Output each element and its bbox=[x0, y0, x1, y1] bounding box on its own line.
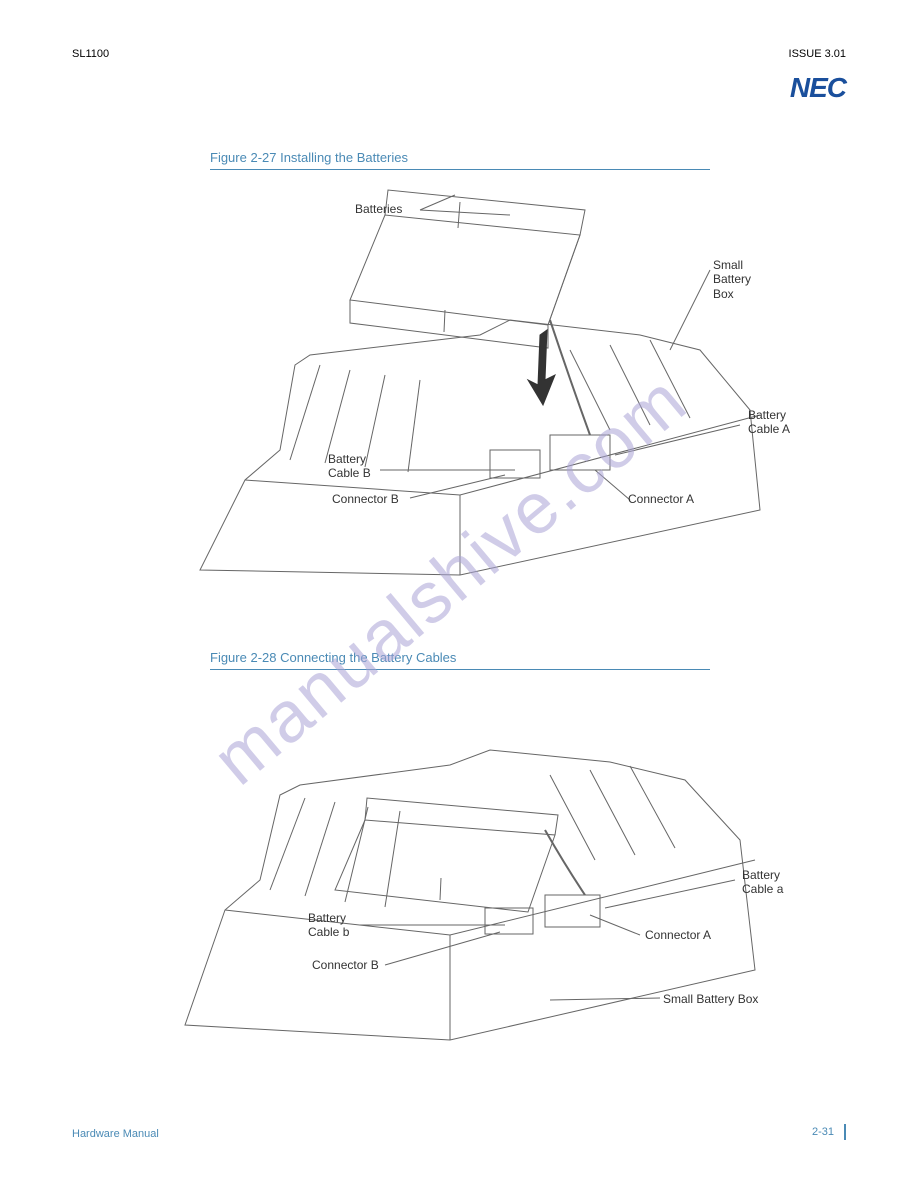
fig1-label-connector-a: Connector A bbox=[628, 492, 694, 506]
fig1-label-batteries: Batteries bbox=[355, 202, 402, 216]
figure2-svg bbox=[150, 680, 770, 1090]
figure1-title: Figure 2-27 Installing the Batteries bbox=[210, 150, 710, 170]
fig2-label-connector-b: Connector B bbox=[312, 958, 379, 972]
fig1-label-small-battery-box: Small Battery Box bbox=[713, 258, 770, 301]
figure1-diagram: Batteries Small Battery Box Battery Cabl… bbox=[150, 180, 770, 590]
fig2-label-battery-cable-b: Battery Cable b bbox=[308, 911, 349, 940]
figure2-title: Figure 2-28 Connecting the Battery Cable… bbox=[210, 650, 710, 670]
header-right-text: ISSUE 3.01 bbox=[789, 48, 846, 60]
footer-left-text: Hardware Manual bbox=[72, 1128, 159, 1140]
fig1-label-battery-cable-b: Battery Cable B bbox=[328, 452, 371, 481]
fig2-label-battery-cable-a: Battery Cable a bbox=[742, 868, 783, 897]
header-left-text: SL1100 bbox=[72, 48, 109, 60]
fig1-label-battery-cable-a: Battery Cable A bbox=[748, 408, 790, 437]
page-header: SL1100 ISSUE 3.01 bbox=[72, 48, 846, 60]
fig1-label-connector-b: Connector B bbox=[332, 492, 399, 506]
page-footer: Hardware Manual 2-31 bbox=[72, 1124, 846, 1140]
figure1-svg bbox=[150, 180, 770, 590]
figure2-diagram: Battery Cable a Battery Cable b Connecto… bbox=[150, 680, 770, 1090]
fig2-label-small-battery-box: Small Battery Box bbox=[663, 992, 758, 1006]
fig2-label-connector-a: Connector A bbox=[645, 928, 711, 942]
page-number: 2-31 bbox=[812, 1124, 846, 1140]
nec-logo: NEC bbox=[790, 72, 846, 104]
